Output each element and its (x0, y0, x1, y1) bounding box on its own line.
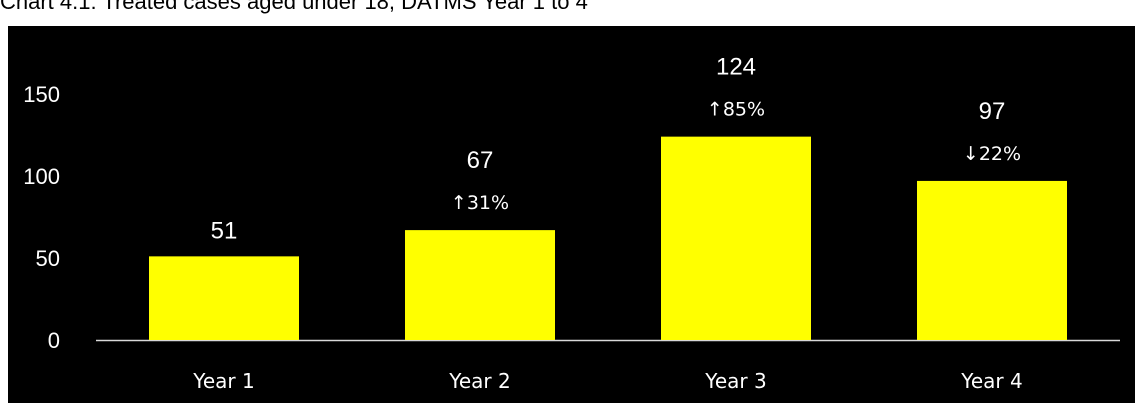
bar (917, 180, 1067, 340)
bar (405, 230, 555, 340)
x-tick-label: Year 1 (192, 369, 254, 393)
change-labels: ↑31% ↑85% ↓22% (451, 99, 1021, 214)
y-axis-ticks: 0 50 100 150 (23, 82, 60, 353)
bar (661, 136, 811, 340)
bar (149, 256, 299, 340)
change-label: ↑85% (707, 99, 765, 121)
y-tick-label: 50 (36, 246, 60, 271)
data-label: 97 (979, 98, 1006, 125)
x-tick-label: Year 2 (448, 369, 510, 393)
y-tick-label: 0 (48, 328, 60, 353)
x-tick-label: Year 3 (704, 369, 766, 393)
bar-series (149, 136, 1067, 340)
change-label: ↑31% (451, 192, 509, 214)
data-label: 51 (211, 217, 238, 244)
y-tick-label: 150 (23, 82, 60, 107)
data-label: 124 (716, 54, 756, 81)
y-tick-label: 100 (23, 164, 60, 189)
x-tick-label: Year 4 (960, 369, 1022, 393)
x-axis-labels: Year 1 Year 2 Year 3 Year 4 (192, 369, 1022, 393)
chart-title: Chart 4.1: Treated cases aged under 18, … (0, 0, 588, 14)
change-label: ↓22% (963, 143, 1021, 165)
value-labels: 51 67 124 97 (211, 54, 1006, 245)
data-label: 67 (467, 147, 494, 174)
